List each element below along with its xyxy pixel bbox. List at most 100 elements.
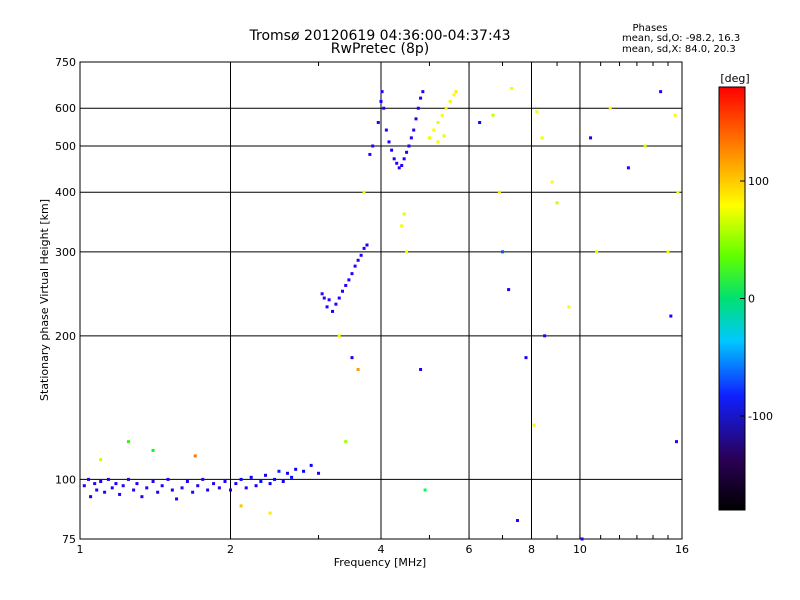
x-tick-label: 8: [528, 543, 535, 556]
data-point: [379, 99, 383, 103]
data-point: [132, 488, 136, 492]
data-point: [140, 495, 144, 499]
data-point: [436, 121, 440, 125]
x-tick-label: 6: [466, 543, 473, 556]
data-point: [93, 482, 97, 486]
data-point: [110, 486, 114, 490]
data-point: [368, 152, 372, 156]
data-point: [302, 469, 306, 473]
data-point: [268, 511, 272, 515]
data-point: [390, 148, 394, 152]
data-point: [217, 486, 221, 490]
data-point: [156, 490, 160, 494]
y-tick-label: 400: [55, 186, 76, 199]
data-point: [608, 106, 612, 110]
data-point: [550, 180, 554, 184]
data-point: [395, 161, 399, 165]
data-point: [325, 305, 329, 309]
data-point: [524, 356, 528, 360]
data-point: [347, 278, 351, 282]
data-point: [659, 90, 663, 94]
data-point: [99, 479, 103, 483]
phase-line-x: mean, sd,X: 84.0, 20.3: [622, 44, 736, 55]
data-point: [170, 488, 174, 492]
colorbar-tick-label: -100: [748, 410, 773, 423]
grid: [80, 62, 682, 539]
data-point: [359, 253, 363, 257]
data-point: [89, 495, 93, 499]
data-point: [193, 454, 197, 458]
data-point: [400, 224, 404, 228]
data-point: [371, 144, 375, 148]
data-point: [239, 504, 243, 508]
data-point: [515, 519, 519, 523]
data-point: [254, 484, 258, 488]
data-point: [407, 144, 411, 148]
data-point: [595, 250, 599, 254]
data-point: [191, 490, 195, 494]
data-point: [416, 106, 420, 110]
colorbar-tick-label: 0: [748, 293, 755, 306]
data-point: [317, 471, 321, 475]
data-point: [356, 367, 360, 371]
data-point: [501, 250, 505, 254]
data-point: [540, 136, 544, 140]
data-point: [452, 93, 456, 97]
data-point: [212, 482, 216, 486]
phase-heading: Phases: [632, 23, 667, 34]
data-point: [99, 458, 103, 462]
data-point: [337, 296, 341, 300]
data-point: [285, 471, 289, 475]
data-point: [95, 488, 99, 492]
data-point: [666, 250, 670, 254]
y-tick-label: 600: [55, 102, 76, 115]
data-point: [244, 486, 248, 490]
data-point: [365, 243, 369, 247]
data-point: [423, 488, 427, 492]
data-point: [121, 484, 125, 488]
data-point: [126, 477, 130, 481]
colorbar-label: [deg]: [720, 72, 749, 85]
data-point: [82, 484, 86, 488]
data-point: [412, 128, 416, 132]
data-point: [145, 486, 149, 490]
data-point: [196, 484, 200, 488]
y-tick-label: 750: [55, 56, 76, 69]
data-point: [440, 113, 444, 117]
data-point: [264, 473, 268, 477]
data-point: [249, 475, 253, 479]
data-point: [229, 488, 232, 492]
x-tick-label: 2: [227, 543, 234, 556]
data-point: [331, 309, 335, 313]
data-point: [281, 479, 285, 483]
data-point: [400, 164, 404, 168]
data-point: [356, 258, 360, 262]
data-point: [362, 190, 366, 194]
phase-line-o: mean, sd,O: -98.2, 16.3: [622, 33, 740, 44]
data-point: [151, 448, 155, 452]
data-point: [340, 289, 344, 293]
x-axis: 1 2 4 6 8 10 16: [77, 62, 689, 556]
data-point: [402, 157, 406, 161]
data-point: [405, 250, 409, 254]
data-point: [414, 117, 418, 121]
y-tick-label: 75: [62, 533, 76, 546]
data-point: [239, 477, 243, 481]
data-point: [322, 296, 326, 300]
data-point: [290, 475, 294, 479]
data-point: [543, 334, 547, 338]
data-point: [478, 121, 482, 125]
data-point: [126, 440, 130, 444]
colorbar-tick-label: 100: [748, 175, 769, 188]
y-tick-label: 200: [55, 330, 76, 343]
data-point: [392, 157, 396, 161]
data-point: [384, 128, 388, 132]
data-point: [344, 440, 348, 444]
data-point: [350, 272, 354, 276]
y-tick-label: 100: [55, 473, 76, 486]
data-point: [135, 482, 139, 486]
data-point: [532, 423, 536, 427]
data-point: [669, 314, 673, 318]
data-point: [567, 305, 571, 309]
data-point: [337, 334, 341, 338]
